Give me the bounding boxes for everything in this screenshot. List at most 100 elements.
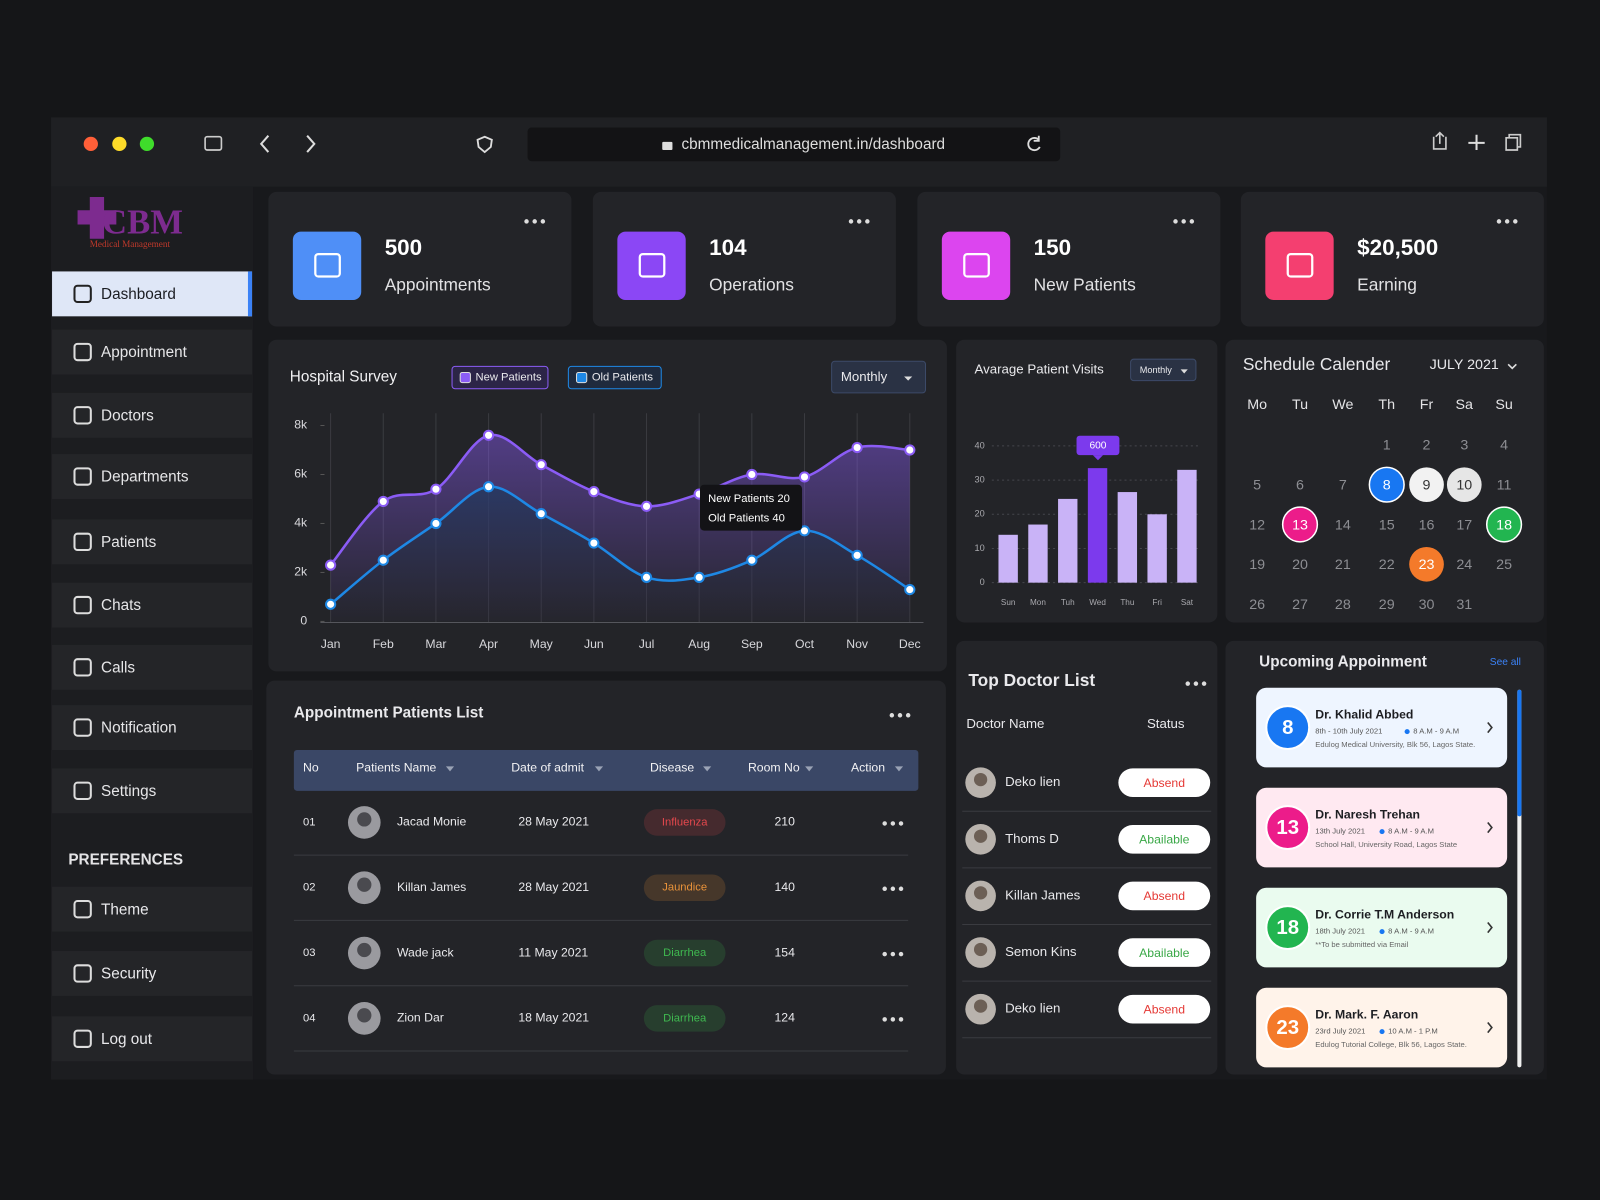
- appointment-card[interactable]: [1256, 987, 1508, 1068]
- bar[interactable]: [1117, 492, 1138, 583]
- more-dot[interactable]: [1496, 219, 1502, 224]
- day[interactable]: 12: [1249, 517, 1265, 533]
- point[interactable]: [482, 429, 495, 441]
- day[interactable]: 31: [1456, 597, 1472, 613]
- point[interactable]: [430, 483, 442, 495]
- more-dot[interactable]: [1201, 681, 1207, 686]
- sidebar-toggle[interactable]: [204, 135, 223, 151]
- nav-item[interactable]: [52, 886, 253, 932]
- nav-item[interactable]: [52, 644, 253, 690]
- bar[interactable]: [1087, 468, 1108, 583]
- point[interactable]: [535, 508, 547, 520]
- point[interactable]: [693, 571, 705, 583]
- more-dot[interactable]: [882, 951, 887, 957]
- status-pill[interactable]: [1118, 881, 1211, 911]
- day[interactable]: 11: [1497, 477, 1512, 493]
- more-dot[interactable]: [898, 886, 904, 892]
- day[interactable]: 29: [1379, 597, 1395, 613]
- point[interactable]: [640, 571, 653, 583]
- legend-button[interactable]: [451, 365, 549, 390]
- point[interactable]: [325, 559, 337, 571]
- more-dot[interactable]: [890, 951, 896, 957]
- day[interactable]: 15: [1379, 517, 1395, 533]
- more-dot[interactable]: [1173, 219, 1178, 224]
- more-dot[interactable]: [882, 821, 887, 826]
- day[interactable]: 4: [1500, 438, 1508, 454]
- day[interactable]: 17: [1456, 517, 1472, 533]
- legend-button[interactable]: [567, 365, 662, 390]
- appointment-card[interactable]: [1256, 787, 1508, 868]
- day[interactable]: 24: [1456, 557, 1472, 573]
- point[interactable]: [535, 459, 547, 471]
- nav-item[interactable]: [52, 951, 253, 996]
- bar[interactable]: [1177, 469, 1197, 583]
- point[interactable]: [904, 583, 916, 596]
- point[interactable]: [588, 537, 600, 549]
- see-all-link[interactable]: See all: [1490, 657, 1521, 668]
- day[interactable]: 27: [1292, 597, 1308, 613]
- more-dot[interactable]: [532, 219, 537, 224]
- share-button[interactable]: [1432, 131, 1447, 150]
- nav-item[interactable]: [52, 768, 253, 814]
- day[interactable]: 23: [1419, 557, 1435, 573]
- nav-item[interactable]: [52, 582, 253, 628]
- zoom-button[interactable]: [139, 136, 155, 152]
- filter-dropdown[interactable]: [1130, 358, 1197, 382]
- filter-dropdown[interactable]: [831, 360, 927, 394]
- point[interactable]: [377, 495, 389, 508]
- more-dot[interactable]: [890, 1017, 896, 1022]
- more-dot[interactable]: [1181, 219, 1186, 224]
- point[interactable]: [430, 517, 442, 530]
- day[interactable]: 20: [1292, 557, 1308, 573]
- day[interactable]: 9: [1423, 477, 1431, 493]
- status-pill[interactable]: [1118, 825, 1211, 854]
- more-dot[interactable]: [1193, 681, 1199, 686]
- more-dot[interactable]: [848, 219, 854, 224]
- day[interactable]: 18: [1496, 517, 1512, 533]
- point[interactable]: [588, 486, 600, 498]
- day[interactable]: 14: [1335, 517, 1351, 533]
- more-dot[interactable]: [1504, 219, 1510, 224]
- more-dot[interactable]: [905, 713, 911, 718]
- nav-item[interactable]: [52, 392, 253, 438]
- more-dot[interactable]: [898, 951, 904, 957]
- day[interactable]: 2: [1423, 438, 1431, 454]
- point[interactable]: [798, 471, 811, 483]
- more-dot[interactable]: [856, 219, 862, 224]
- bar[interactable]: [1147, 514, 1167, 583]
- more-dot[interactable]: [1185, 681, 1191, 686]
- minimize-button[interactable]: [112, 136, 127, 152]
- appointment-card[interactable]: [1256, 887, 1508, 968]
- point[interactable]: [746, 468, 758, 481]
- close-button[interactable]: [83, 136, 98, 152]
- nav-item[interactable]: [52, 519, 253, 565]
- more-dot[interactable]: [897, 713, 903, 718]
- nav-item[interactable]: [52, 329, 253, 375]
- more-dot[interactable]: [890, 886, 896, 892]
- point[interactable]: [798, 525, 811, 537]
- address-bar[interactable]: [527, 127, 1061, 162]
- more-dot[interactable]: [524, 219, 529, 224]
- more-dot[interactable]: [882, 886, 887, 892]
- back-button[interactable]: [259, 135, 270, 153]
- nav-item[interactable]: [52, 271, 253, 317]
- point[interactable]: [482, 481, 495, 493]
- day[interactable]: 10: [1456, 477, 1472, 493]
- status-pill[interactable]: [1118, 768, 1211, 797]
- point[interactable]: [377, 554, 389, 566]
- more-dot[interactable]: [882, 1017, 887, 1022]
- day[interactable]: 8: [1383, 477, 1391, 493]
- day[interactable]: 25: [1496, 557, 1512, 573]
- status-pill[interactable]: [1118, 994, 1211, 1024]
- bar[interactable]: [998, 534, 1018, 583]
- more-dot[interactable]: [1189, 219, 1195, 224]
- point[interactable]: [640, 500, 653, 512]
- day[interactable]: 22: [1379, 557, 1395, 573]
- new-tab-button[interactable]: [1468, 134, 1485, 150]
- day[interactable]: 21: [1335, 557, 1351, 573]
- point[interactable]: [851, 549, 863, 561]
- nav-item[interactable]: [52, 454, 253, 499]
- day[interactable]: 19: [1249, 557, 1265, 573]
- forward-button[interactable]: [306, 135, 316, 153]
- day[interactable]: 30: [1419, 597, 1435, 613]
